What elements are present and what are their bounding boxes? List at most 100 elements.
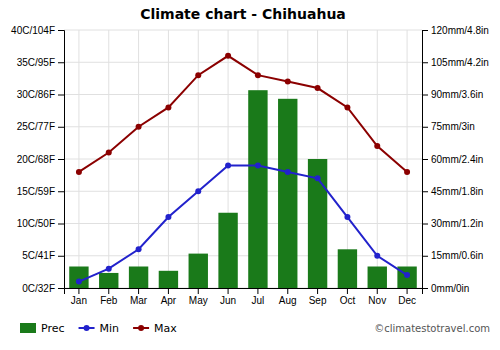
marker [195, 72, 201, 78]
tick: 5C/41F [22, 250, 64, 261]
tick-label: 120mm/4.8in [431, 25, 489, 36]
tick-mark [58, 159, 64, 160]
tick-label: 40C/104F [11, 25, 55, 36]
tick-mark [58, 30, 64, 31]
tick-mark [58, 127, 64, 128]
tick-mark [108, 288, 109, 294]
tick-mark [347, 288, 348, 294]
tick-mark [377, 288, 378, 294]
tick-label: Jun [220, 295, 236, 306]
legend-label: Prec [41, 322, 65, 335]
tick-mark [422, 30, 428, 31]
tick-label: 60mm/2.4in [431, 154, 483, 165]
line-series [76, 162, 410, 284]
tick-label: 25C/77F [17, 121, 55, 132]
grid-line [64, 62, 422, 63]
marker [136, 124, 142, 130]
legend-item: Min [79, 322, 120, 335]
tick: Jun [220, 288, 236, 306]
marker [255, 162, 261, 168]
tick-label: Feb [100, 295, 118, 306]
marker [285, 169, 291, 175]
plot: 0C/32F 5C/41F 10C/50F 15C/59F 20C/68F 25C/77F… [11, 25, 489, 306]
legend-label: Min [100, 322, 120, 335]
tick-label: Aug [279, 295, 297, 306]
legend-marker [138, 325, 144, 331]
y-axis: 0C/32F 5C/41F 10C/50F 15C/59F 20C/68F 25C/77F… [11, 25, 64, 294]
bar [338, 249, 357, 288]
tick-mark [422, 95, 428, 96]
title: Climate chart - Chihuahua [140, 6, 346, 22]
tick-label: 105mm/4.2in [431, 57, 489, 68]
grid-line [377, 30, 378, 288]
bar [278, 99, 297, 288]
tick-label: Oct [340, 295, 356, 306]
tick-label: 90mm/3.6in [431, 89, 483, 100]
tick-mark [422, 127, 428, 128]
marker [315, 175, 321, 181]
tick-label: 5C/41F [22, 250, 55, 261]
tick: Sep [309, 288, 327, 306]
marker [165, 214, 171, 220]
marks [69, 53, 417, 288]
tick-mark [317, 288, 318, 294]
tick-label: 15C/59F [17, 186, 55, 197]
grid-line [108, 30, 109, 288]
bar [218, 213, 237, 288]
legend-swatch [20, 323, 36, 333]
tick-label: 20C/68F [17, 154, 55, 165]
grid-line [168, 30, 169, 288]
grid-line [64, 94, 422, 95]
tick: Jul [252, 288, 265, 306]
tick-label: 75mm/3in [431, 121, 475, 132]
marker [76, 169, 82, 175]
bar-series [69, 90, 417, 288]
tick-mark [422, 191, 428, 192]
grid-line [64, 30, 422, 31]
marker [344, 104, 350, 110]
tick-label: 0C/32F [22, 283, 55, 294]
tick: 60mm/2.4in [422, 154, 483, 165]
tick: Feb [100, 288, 118, 306]
tick-mark [58, 191, 64, 192]
line-series [76, 53, 410, 175]
tick-label: Mar [130, 295, 148, 306]
marker [225, 53, 231, 59]
tick-label: Dec [398, 295, 416, 306]
legend-item: Prec [20, 322, 65, 335]
marker [344, 214, 350, 220]
tick-label: Jul [252, 295, 265, 306]
tick-label: May [189, 295, 208, 306]
grid [64, 30, 422, 288]
tick: 20C/68F [17, 154, 64, 165]
grid-line [64, 223, 422, 224]
bar [248, 90, 267, 288]
line [79, 56, 407, 172]
grid-line [64, 191, 422, 192]
tick: Apr [161, 288, 177, 306]
bar [159, 271, 178, 288]
tick-mark [58, 288, 64, 289]
tick: 0C/32F [22, 283, 64, 294]
tick-mark [422, 256, 428, 257]
tick: 0mm/0in [422, 283, 469, 294]
tick: Dec [398, 288, 416, 306]
tick: 15C/59F [17, 186, 64, 197]
bar [189, 254, 208, 288]
tick-mark [58, 95, 64, 96]
tick-label: 10C/50F [17, 218, 55, 229]
legend: Prec Min Max [20, 322, 177, 335]
tick: Oct [340, 288, 356, 306]
tick-mark [58, 224, 64, 225]
marker [255, 72, 261, 78]
tick-label: 45mm/1.8in [431, 186, 483, 197]
line [79, 165, 407, 281]
tick-mark [138, 288, 139, 294]
legend-label: Max [154, 322, 177, 335]
tick: May [189, 288, 208, 306]
tick-label: 35C/95F [17, 57, 55, 68]
tick-mark [422, 224, 428, 225]
tick-label: 30C/86F [17, 89, 55, 100]
tick: Mar [130, 288, 148, 306]
tick-mark [287, 288, 288, 294]
